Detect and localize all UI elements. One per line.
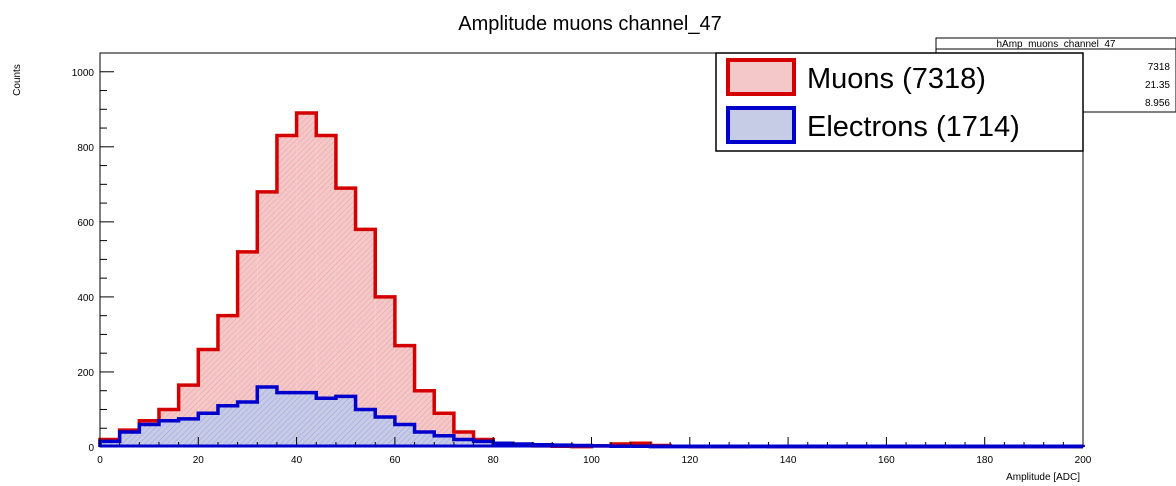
x-axis-title: Amplitude [ADC] xyxy=(1006,472,1080,483)
x-tick-label: 20 xyxy=(193,455,205,466)
legend-swatch-electrons xyxy=(726,106,796,144)
hist-bar xyxy=(394,345,415,447)
legend-label-electrons: Electrons (1714) xyxy=(807,111,1020,143)
y-tick-label: 400 xyxy=(77,293,94,304)
hist-bar xyxy=(316,135,336,448)
hist-bar xyxy=(335,188,356,448)
hist-bar xyxy=(355,229,376,447)
x-tick-label: 120 xyxy=(681,455,698,466)
hist-bar xyxy=(237,401,258,447)
chart-title: Amplitude muons channel_47 xyxy=(458,13,722,35)
legend-label-muons: Muons (7318) xyxy=(807,63,986,95)
x-tick-label: 140 xyxy=(780,455,797,466)
hist-bar xyxy=(355,409,376,447)
hist-bar xyxy=(178,418,199,447)
hist-bar xyxy=(434,435,454,447)
hist-bar xyxy=(257,386,277,447)
x-tick-label: 180 xyxy=(976,455,993,466)
x-tick-label: 200 xyxy=(1075,455,1092,466)
x-tick-label: 160 xyxy=(878,455,895,466)
histogram-layer xyxy=(98,111,1085,449)
hist-bar xyxy=(158,420,179,447)
stats-entries-value: 7318 xyxy=(1148,62,1171,73)
hist-bar xyxy=(414,431,435,447)
hist-bar xyxy=(296,113,317,448)
hist-bar xyxy=(296,392,317,447)
hist-bar xyxy=(257,191,277,447)
x-tick-label: 80 xyxy=(488,455,500,466)
hist-bar xyxy=(335,396,356,447)
hist-bar xyxy=(375,296,395,447)
hist-bar xyxy=(276,392,297,447)
hist-bar xyxy=(139,424,159,447)
x-tick-label: 100 xyxy=(583,455,600,466)
y-tick-label: 0 xyxy=(88,443,94,454)
y-tick-label: 600 xyxy=(77,218,94,229)
hist-bar xyxy=(473,441,494,447)
hist-bar xyxy=(237,251,258,447)
hist-bar xyxy=(198,413,218,447)
hist-bar xyxy=(316,398,336,447)
y-tick-label: 1000 xyxy=(72,68,95,79)
hist-bar xyxy=(276,135,297,448)
stats-stddev-value: 8.956 xyxy=(1145,98,1170,109)
x-tick-label: 0 xyxy=(97,455,103,466)
y-tick-label: 200 xyxy=(77,368,94,379)
stats-mean-value: 21.35 xyxy=(1145,80,1170,91)
axes-layer: 0 20 40 60 80 100 120 140 160 180 200 0 200 400 600 800… xyxy=(72,52,1092,466)
hist-bar xyxy=(375,416,395,447)
x-tick-label: 60 xyxy=(389,455,401,466)
y-axis-title: Counts xyxy=(12,64,23,96)
hist-bar xyxy=(119,431,140,447)
legend: Muons (7318) Electrons (1714) xyxy=(715,52,1084,152)
hist-bar xyxy=(453,439,474,447)
hist-bar xyxy=(217,405,238,447)
hist-bar xyxy=(394,424,415,447)
stats-box-name: hAmp_muons_channel_47 xyxy=(997,39,1116,50)
legend-swatch-muons xyxy=(726,58,796,96)
y-tick-label: 800 xyxy=(77,143,94,154)
x-tick-label: 40 xyxy=(291,455,303,466)
hist-bar xyxy=(100,441,120,447)
